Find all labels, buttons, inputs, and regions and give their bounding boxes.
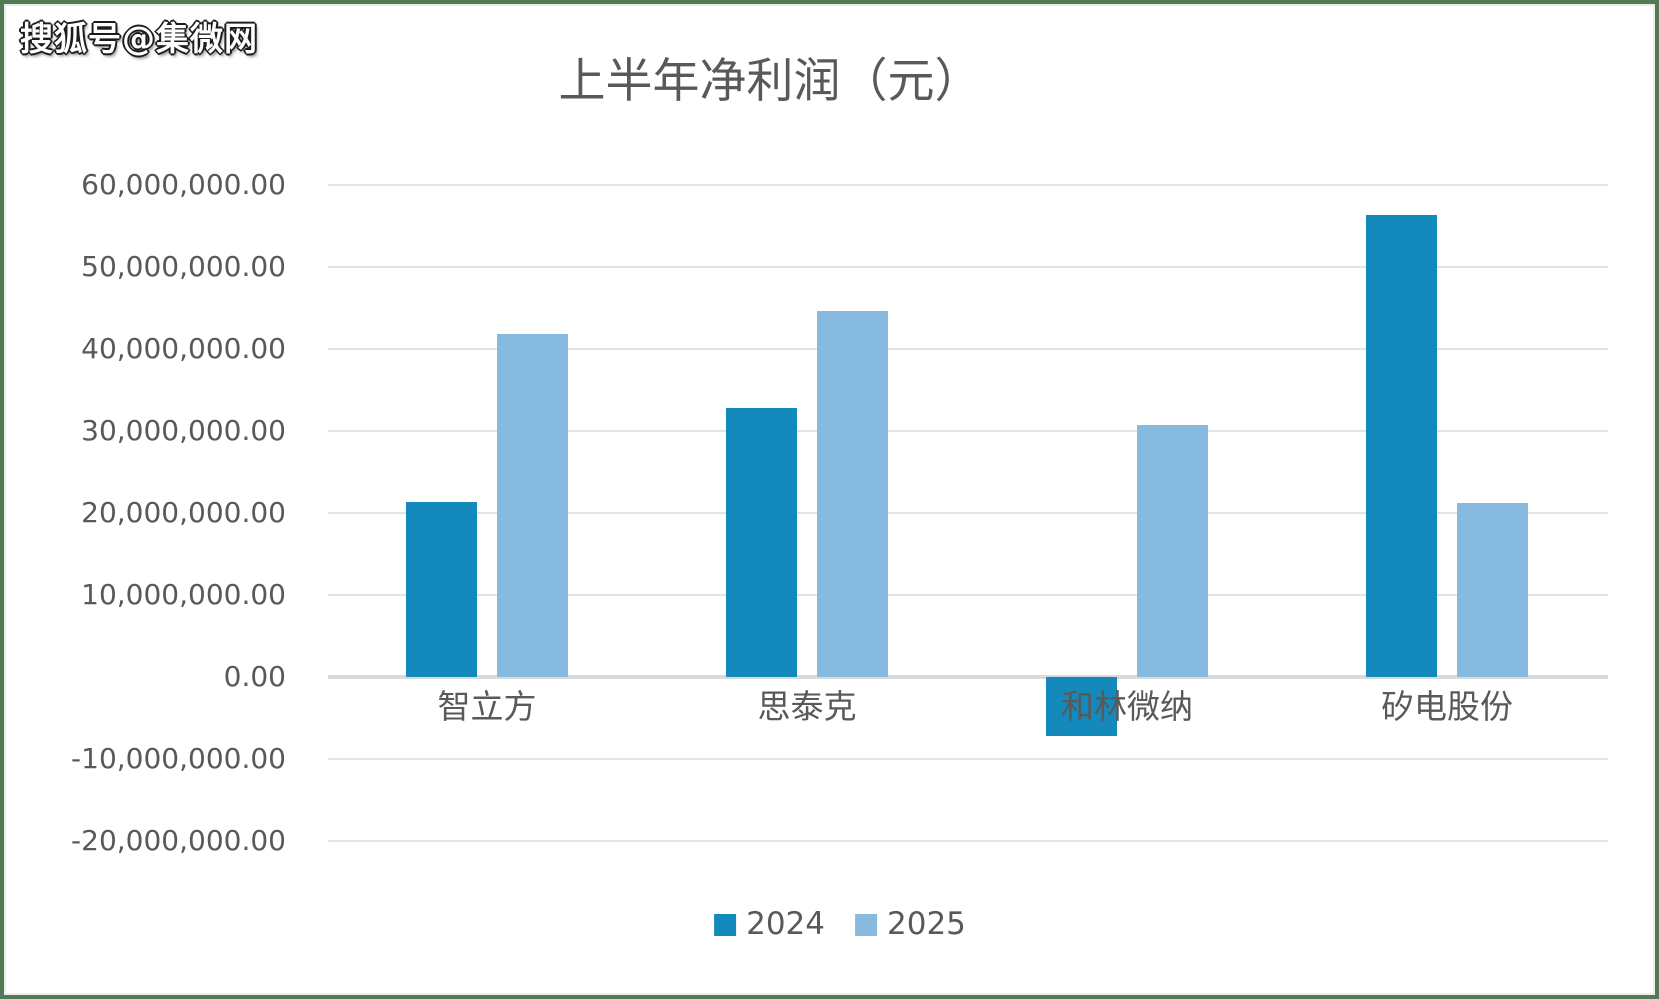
category-label: 和林微纳 <box>1061 687 1193 726</box>
bar-2024-cat3 <box>1366 215 1437 677</box>
y-axis-label: 60,000,000.00 <box>81 168 286 201</box>
legend-label: 2024 <box>746 906 825 942</box>
y-axis-label: 50,000,000.00 <box>81 250 286 283</box>
legend: 2024 2025 <box>714 909 966 940</box>
gridline <box>328 348 1608 350</box>
y-axis-label: -20,000,000.00 <box>71 824 286 857</box>
category-label: 矽电股份 <box>1381 687 1513 726</box>
y-axis-label: 40,000,000.00 <box>81 332 286 365</box>
gridline <box>328 266 1608 268</box>
y-axis-label: 10,000,000.00 <box>81 578 286 611</box>
y-axis-label: 30,000,000.00 <box>81 414 286 447</box>
y-axis-label: 20,000,000.00 <box>81 496 286 529</box>
gridline <box>328 184 1608 186</box>
gridline <box>328 594 1608 596</box>
watermark: 搜狐号@集微网 <box>20 19 258 58</box>
bar-2024-cat2 <box>1046 677 1117 737</box>
gridline <box>328 430 1608 432</box>
gridline <box>328 758 1608 760</box>
bar-2025-cat2 <box>1137 425 1208 677</box>
bar-2025-cat0 <box>497 334 568 677</box>
category-label: 思泰克 <box>757 687 857 726</box>
legend-item-2024: 2024 <box>714 909 825 940</box>
legend-swatch-icon <box>855 913 877 936</box>
legend-item-2025: 2025 <box>855 909 966 940</box>
bar-2024-cat0 <box>406 501 477 677</box>
gridline <box>328 840 1608 842</box>
bar-2025-cat3 <box>1457 503 1528 677</box>
legend-label: 2025 <box>887 906 966 942</box>
y-axis-label: 0.00 <box>223 660 286 693</box>
category-label: 智立方 <box>437 687 537 726</box>
bar-2024-cat1 <box>726 408 797 677</box>
bar-2025-cat1 <box>817 311 888 677</box>
legend-swatch-icon <box>714 913 737 936</box>
zero-axis-line <box>328 675 1608 679</box>
y-axis-label: -10,000,000.00 <box>71 742 286 775</box>
gridline <box>328 512 1608 514</box>
chart-title: 上半年净利润（元） <box>558 54 982 109</box>
